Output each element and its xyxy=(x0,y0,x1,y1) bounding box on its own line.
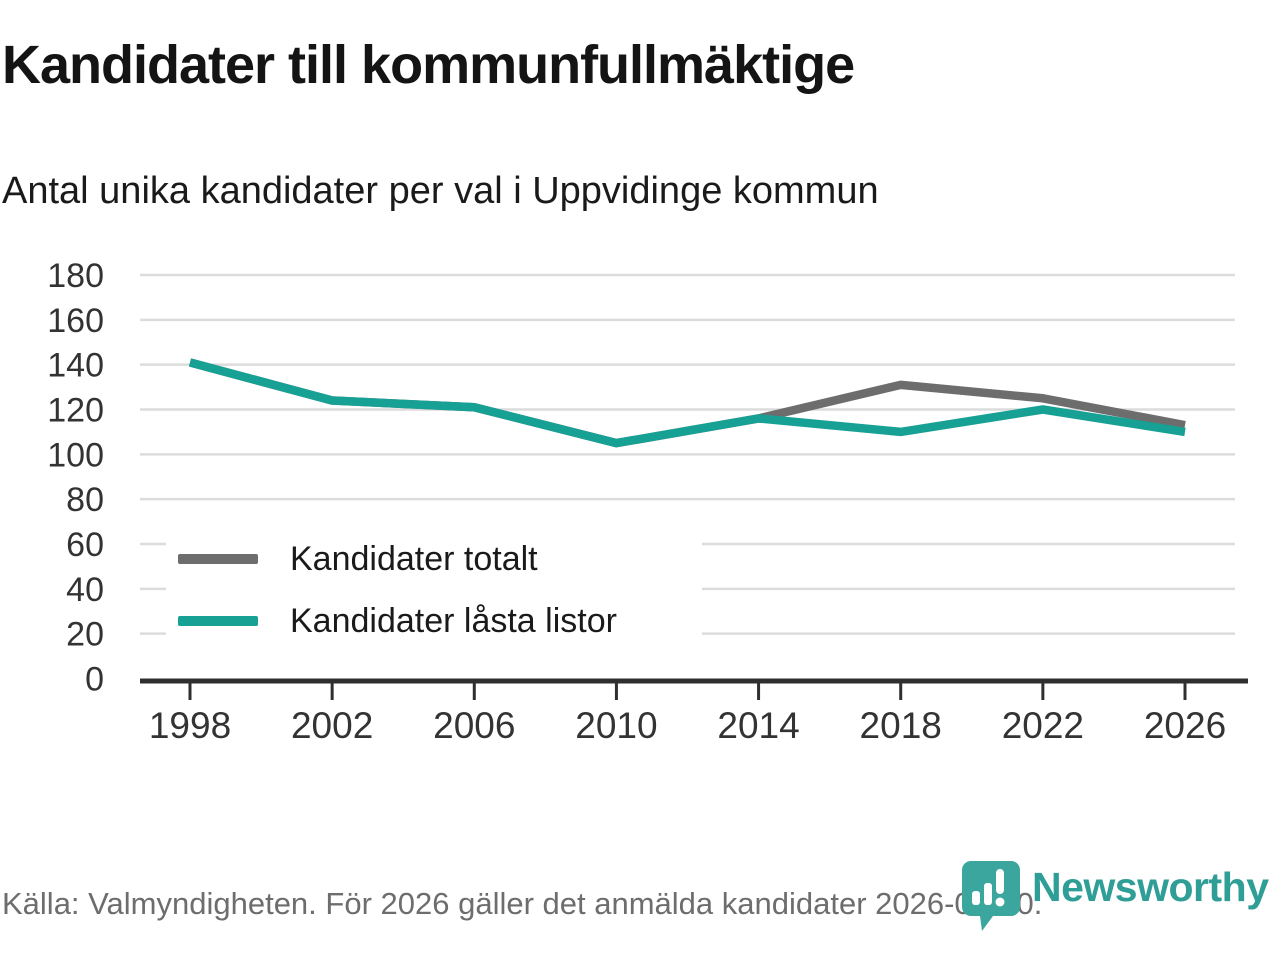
y-tick-label: 120 xyxy=(47,391,104,429)
x-tick-label: 2006 xyxy=(433,705,515,746)
source-note: Källa: Valmyndigheten. För 2026 gäller d… xyxy=(2,886,1043,921)
x-tick-label: 2014 xyxy=(717,705,799,746)
x-tick-label: 2022 xyxy=(1002,705,1084,746)
legend-item-lasta-listor: Kandidater låsta listor xyxy=(166,595,702,647)
y-tick-label: 0 xyxy=(85,661,104,699)
legend-swatch-lasta-listor xyxy=(178,616,258,626)
legend-item-totalt: Kandidater totalt xyxy=(166,533,702,585)
newsworthy-bubble-barchart-icon xyxy=(962,861,1020,931)
legend-swatch-totalt xyxy=(178,554,258,564)
y-tick-label: 20 xyxy=(66,616,104,654)
chart-legend: Kandidater totalt Kandidater låsta listo… xyxy=(166,533,702,647)
legend-label-totalt: Kandidater totalt xyxy=(290,539,538,578)
x-tick-label: 2026 xyxy=(1144,705,1226,746)
x-tick-label: 2010 xyxy=(575,705,657,746)
y-tick-label: 180 xyxy=(47,257,104,295)
page-title: Kandidater till kommunfullmäktige xyxy=(2,35,855,95)
y-tick-label: 140 xyxy=(47,347,104,385)
y-tick-label: 160 xyxy=(47,302,104,340)
y-tick-label: 100 xyxy=(47,436,104,474)
newsworthy-wordmark: Newsworthy xyxy=(1032,864,1269,910)
x-tick-label: 1998 xyxy=(149,705,231,746)
x-tick-label: 2018 xyxy=(860,705,942,746)
y-tick-label: 60 xyxy=(66,526,104,564)
x-tick-label: 2002 xyxy=(291,705,373,746)
series-line-lasta-listor xyxy=(188,358,1186,448)
legend-label-lasta-listor: Kandidater låsta listor xyxy=(290,601,617,640)
y-tick-label: 80 xyxy=(66,481,104,519)
chart-subtitle: Antal unika kandidater per val i Uppvidi… xyxy=(2,170,879,212)
y-tick-label: 40 xyxy=(66,571,104,609)
